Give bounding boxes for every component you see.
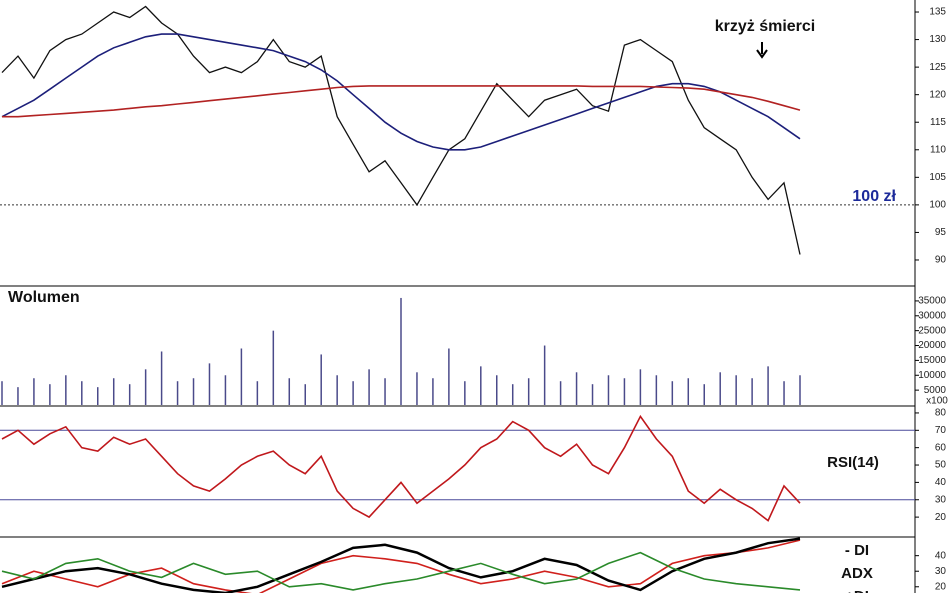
y-tick-label: 60 [935, 442, 947, 453]
annotation: 100 zł [852, 188, 896, 205]
unit-label: x100 [926, 396, 948, 407]
y-tick-label: 105 [929, 172, 946, 183]
panel-title: Wolumen [8, 289, 80, 306]
series-line [1, 33, 801, 151]
y-tick-label: 40 [935, 550, 947, 561]
y-tick-label: 5000 [924, 385, 947, 396]
legend-label: - DI [845, 542, 869, 559]
y-tick-label: 50 [935, 460, 947, 471]
arrow [756, 42, 768, 59]
y-tick-label: 15000 [918, 355, 946, 366]
series-line [1, 539, 801, 593]
y-tick-label: 95 [935, 227, 947, 238]
y-tick-label: 10000 [918, 370, 946, 381]
annotation: krzyż śmierci [715, 18, 816, 35]
series-line [2, 85, 801, 118]
y-tick-label: 20 [935, 512, 947, 523]
y-tick-label: 25000 [918, 325, 946, 336]
series-line [1, 551, 801, 591]
y-tick-label: 115 [930, 117, 946, 128]
y-tick-label: 110 [930, 144, 946, 155]
y-tick-label: 90 [935, 255, 947, 266]
y-tick-label: 125 [929, 62, 946, 73]
y-tick-label: 20000 [918, 340, 946, 351]
y-tick-label: 30 [935, 494, 947, 505]
y-tick-label: 135 [929, 7, 946, 18]
y-tick-label: 40 [935, 477, 947, 488]
legend-label: ADX [841, 565, 873, 582]
y-tick-label: 80 [935, 408, 947, 419]
y-tick-label: 30000 [918, 310, 946, 321]
y-tick-label: 70 [935, 425, 947, 436]
y-tick-label: 130 [929, 34, 946, 45]
y-tick-label: 120 [929, 89, 946, 100]
y-tick-label: 20 [935, 581, 947, 592]
y-tick-label: 30 [935, 566, 947, 577]
series-line [1, 537, 801, 593]
y-tick-label: 35000 [918, 296, 946, 307]
y-tick-label: 100 [929, 200, 946, 211]
legend-label: +DI [845, 588, 869, 593]
series-line [1, 5, 801, 255]
series-line [1, 414, 801, 522]
panel-title: RSI(14) [827, 454, 879, 471]
